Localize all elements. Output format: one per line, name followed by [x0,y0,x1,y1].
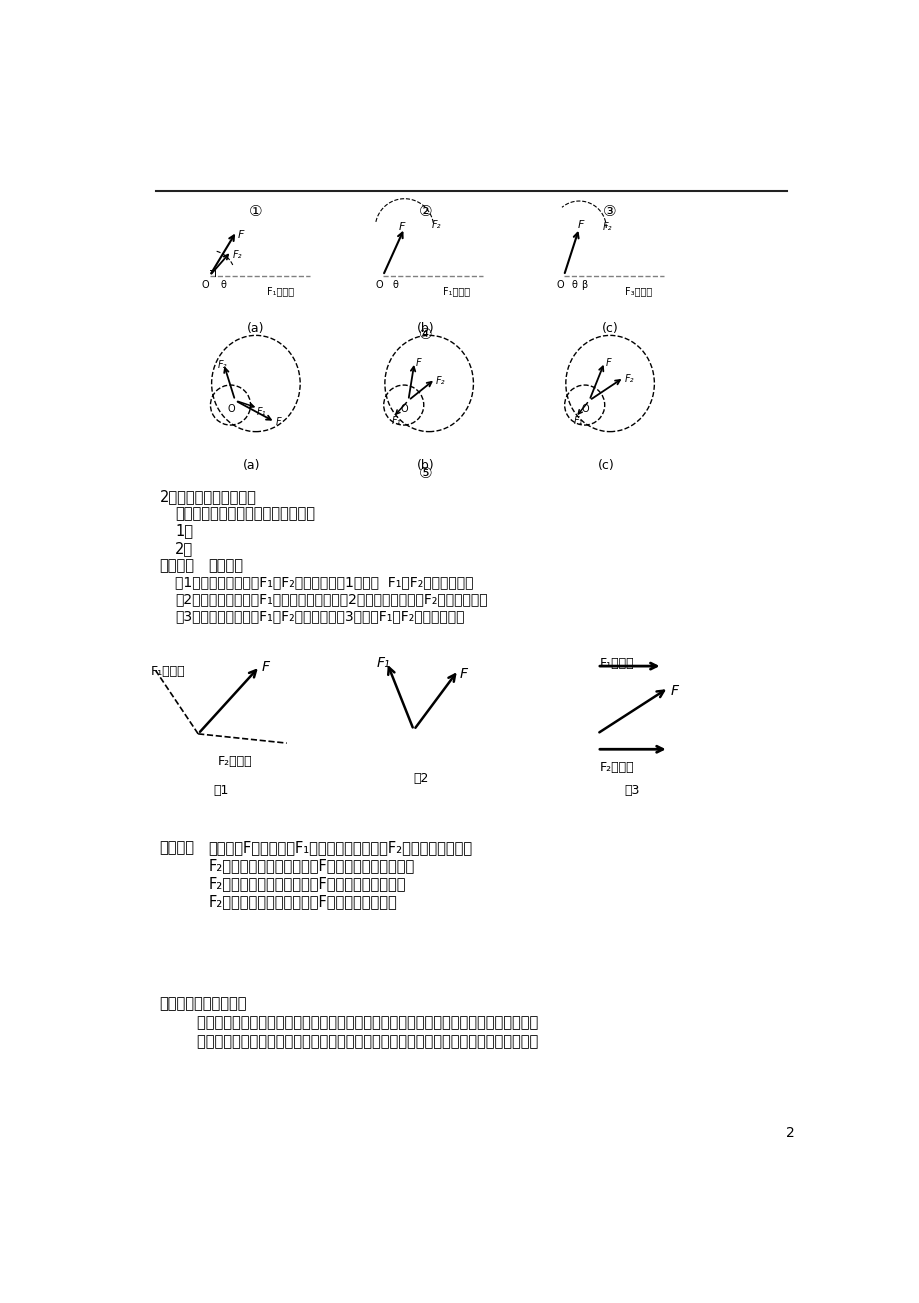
Text: 图2: 图2 [414,773,428,786]
Text: F₂: F₂ [602,222,611,232]
Text: F₂: F₂ [624,374,633,384]
Text: 已知某力F的一个分力F₁的方向和另一个分力F₂的大小，试分析：: 已知某力F的一个分力F₁的方向和另一个分力F₂的大小，试分析： [208,840,471,855]
Text: F₁的方向: F₁的方向 [150,665,185,678]
Text: ③: ③ [603,205,617,219]
Text: 图1: 图1 [213,784,229,797]
Text: ④: ④ [418,327,432,343]
Text: θ: θ [571,280,577,291]
Text: F₁的大小: F₁的大小 [598,657,633,670]
Text: F₁的方向: F₁的方向 [443,285,470,296]
Text: (a): (a) [243,459,260,472]
Text: θ: θ [221,280,226,291]
Text: F: F [577,220,584,231]
Text: F: F [276,417,281,427]
Text: O: O [556,280,563,289]
Text: F₂的大小满足什么条件时，F的两个分力有唯一解？: F₂的大小满足什么条件时，F的两个分力有唯一解？ [208,859,414,873]
Text: F₁: F₁ [573,416,583,426]
Text: (c): (c) [601,322,618,335]
Text: F: F [238,229,244,240]
Text: F: F [398,222,404,232]
Text: F: F [605,358,610,369]
Text: （2）若已知一个分力F₁的大小和方向，如图2所示，另一个分力F₂有唯一解吗？: （2）若已知一个分力F₁的大小和方向，如图2所示，另一个分力F₂有唯一解吗？ [175,592,487,606]
Text: F₃的方向: F₃的方向 [625,285,652,296]
Text: ②: ② [418,205,432,219]
Text: 一个力有确定的两个分力的条件是：: 一个力有确定的两个分力的条件是： [175,506,314,521]
Text: F: F [460,667,468,681]
Text: (b): (b) [416,322,434,335]
Text: F₂: F₂ [233,250,242,259]
Text: 【例二】: 【例二】 [160,558,195,573]
Text: 试判断：: 试判断： [208,558,243,573]
Text: F₂: F₂ [431,220,440,231]
Text: F₂: F₂ [218,361,227,370]
Text: (c): (c) [597,459,614,472]
Text: F: F [262,659,270,674]
Text: 2．力的分解的定解条件: 2．力的分解的定解条件 [160,489,256,504]
Text: F₂的大小: F₂的大小 [598,761,633,774]
Text: O: O [375,280,382,289]
Text: 四、力的正交分解法：: 四、力的正交分解法： [160,995,247,1011]
Text: 2: 2 [786,1126,794,1140]
Text: F: F [414,358,421,369]
Text: F₁: F₁ [391,416,401,426]
Text: 图3: 图3 [623,784,639,797]
Text: O: O [401,404,408,414]
Text: F₂的大小满足什么条件时，F的两个分力无解？: F₂的大小满足什么条件时，F的两个分力无解？ [208,894,396,909]
Text: ⑤: ⑤ [418,466,432,481]
Text: O: O [202,280,210,289]
Text: ①: ① [249,205,263,219]
Text: F₁: F₁ [377,657,390,670]
Text: （1）若已知两个分力F₁和F₂的方向，如图1所示，  F₁、F₂有唯一解吗？: （1）若已知两个分力F₁和F₂的方向，如图1所示， F₁、F₂有唯一解吗？ [175,575,473,589]
Text: O: O [581,404,588,414]
Text: 【例三】: 【例三】 [160,840,195,855]
Text: 1、: 1、 [175,524,193,538]
Text: θ: θ [391,280,398,291]
Text: F₂: F₂ [436,375,445,386]
Text: F₂的方向: F₂的方向 [217,756,252,769]
Text: 将一个力沿着两个相互垂直的方向进行分解的方法称为力的正交分解法。力的正交分解法: 将一个力沿着两个相互垂直的方向进行分解的方法称为力的正交分解法。力的正交分解法 [160,1015,538,1029]
Text: 是力学问题中处理力的最常用的方法。如放在斜面上的物体的重力分解成垂直于斜面与平: 是力学问题中处理力的最常用的方法。如放在斜面上的物体的重力分解成垂直于斜面与平 [160,1035,538,1049]
Text: F: F [669,684,677,698]
Text: （3）若已知两个分力F₁和F₂的大小，如图3所示，F₁，F₂有唯一解吗？: （3）若已知两个分力F₁和F₂的大小，如图3所示，F₁，F₂有唯一解吗？ [175,609,464,623]
Text: O: O [227,404,234,414]
Text: F₁的方向: F₁的方向 [267,285,294,296]
Text: F₁: F₁ [256,407,266,417]
Text: F₂的大小满足什么条件时，F的两个分力有两解？: F₂的大小满足什么条件时，F的两个分力有两解？ [208,877,405,891]
Text: (b): (b) [416,459,434,472]
Text: 2、: 2、 [175,541,193,556]
Text: (a): (a) [247,322,265,335]
Text: β: β [580,280,586,291]
